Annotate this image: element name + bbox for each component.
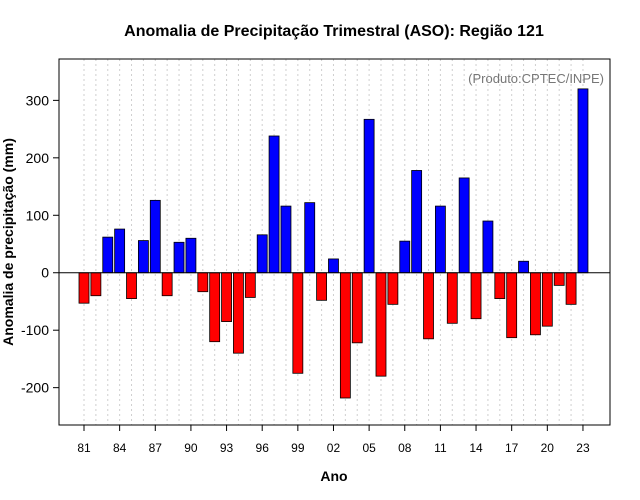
chart-title: Anomalia de Precipitação Trimestral (ASO… [124, 23, 544, 40]
bar-1988 [161, 272, 173, 297]
y-axis-title: Anomalia de precipitação (mm) [0, 138, 16, 346]
credit-text: (Produto:CPTEC/INPE) [468, 71, 604, 86]
bars [78, 88, 589, 399]
bar-1982 [90, 272, 102, 297]
bar-1985 [126, 272, 137, 299]
y-axis: -200 -100 0 100 200 300 [21, 92, 59, 396]
plot-frame [58, 58, 611, 426]
bar-2019 [530, 272, 541, 336]
bar-2014 [470, 272, 482, 320]
bar-1990 [185, 237, 197, 274]
bar-1984 [114, 228, 126, 274]
bar-1997 [268, 135, 280, 274]
bar-2005 [363, 118, 375, 274]
x-tick-label: 17 [505, 441, 519, 455]
x-tick-label: 90 [184, 441, 198, 455]
bar-2006 [375, 272, 387, 377]
x-axis-title: Ano [320, 468, 347, 484]
bar-2020 [541, 272, 553, 327]
bar-1983 [102, 236, 114, 274]
y-tick-label: -100 [21, 322, 49, 338]
bar-1999 [292, 272, 304, 374]
bar-1998 [280, 205, 292, 274]
x-tick-label: 08 [398, 441, 412, 455]
bar-1993 [221, 272, 232, 322]
bar-2000 [304, 202, 316, 274]
bar-2010 [423, 272, 434, 340]
bar-2001 [316, 272, 328, 301]
bar-1991 [197, 272, 209, 293]
y-tick-label: 300 [26, 92, 50, 108]
bar-1987 [149, 199, 161, 274]
x-tick-label: 20 [541, 441, 555, 455]
x-tick-label: 87 [149, 441, 163, 455]
x-tick-label: 96 [256, 441, 270, 455]
bar-2017 [506, 272, 518, 339]
x-tick-label: 05 [362, 441, 376, 455]
bar-2023 [577, 88, 589, 274]
bar-2002 [328, 258, 339, 274]
bar-1995 [244, 272, 256, 298]
bar-2016 [494, 272, 506, 299]
bar-1992 [209, 272, 221, 343]
x-axis: 81 84 87 90 93 96 99 02 05 08 11 14 17 20 23 [77, 425, 590, 455]
y-tick-label: 100 [26, 207, 50, 223]
x-tick-label: 99 [291, 441, 305, 455]
bar-2021 [553, 272, 565, 286]
x-tick-label: 84 [113, 441, 127, 455]
bar-2022 [565, 272, 577, 305]
bar-2011 [434, 205, 446, 274]
bar-2007 [387, 272, 399, 305]
bar-1989 [173, 241, 185, 274]
x-tick-label: 23 [576, 441, 590, 455]
x-tick-label: 81 [77, 441, 91, 455]
y-tick-label: 0 [41, 265, 49, 281]
y-tick-label: 200 [26, 150, 50, 166]
bar-2015 [482, 220, 494, 274]
bar-2008 [399, 240, 411, 274]
bar-2018 [518, 260, 529, 274]
x-tick-label: 93 [220, 441, 234, 455]
bar-2009 [411, 170, 423, 274]
bar-1986 [137, 240, 149, 274]
bar-1981 [78, 272, 90, 304]
bar-2013 [458, 177, 470, 274]
bar-2012 [446, 272, 458, 324]
bar-1996 [256, 234, 268, 274]
x-tick-label: 11 [434, 441, 447, 455]
bar-1994 [233, 272, 244, 354]
x-tick-label: 14 [469, 441, 483, 455]
bar-2003 [339, 272, 351, 399]
x-tick-label: 02 [327, 441, 341, 455]
y-tick-label: -200 [21, 380, 49, 396]
bar-2004 [351, 272, 363, 344]
